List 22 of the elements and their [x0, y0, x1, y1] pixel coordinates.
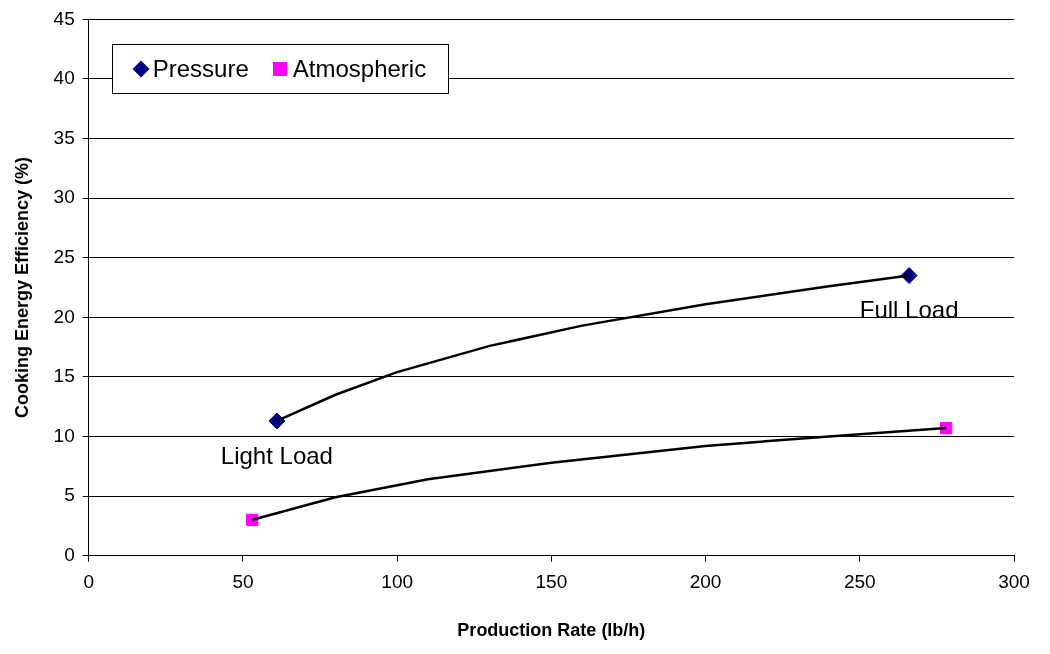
x-axis-title: Production Rate (lb/h) — [457, 620, 646, 641]
y-tick-label: 20 — [53, 305, 75, 327]
x-tick-label: 100 — [381, 571, 414, 593]
y-tick-label: 45 — [53, 7, 75, 29]
y-tick-label: 35 — [53, 126, 75, 148]
y-tick-label: 5 — [64, 484, 75, 506]
x-tick-label: 50 — [232, 571, 254, 593]
x-tick-label: 0 — [83, 571, 95, 593]
legend-label: Atmospheric — [292, 55, 427, 84]
x-tick-label: 250 — [843, 571, 876, 593]
y-axis-title: Cooking Energy Efficiency (%) — [11, 156, 32, 419]
y-tick-label: 0 — [64, 543, 75, 565]
x-tick-label: 200 — [689, 571, 722, 593]
x-tick-label: 150 — [535, 571, 568, 593]
y-tick-label: 25 — [53, 245, 75, 267]
annotation: Light Load — [220, 441, 333, 469]
y-tick-label: 40 — [53, 67, 75, 89]
legend-label: Pressure — [152, 55, 249, 84]
y-tick-label: 15 — [53, 365, 75, 387]
y-tick-label: 10 — [53, 424, 75, 446]
x-tick-label: 300 — [998, 571, 1030, 593]
y-tick-label: 30 — [53, 186, 75, 208]
